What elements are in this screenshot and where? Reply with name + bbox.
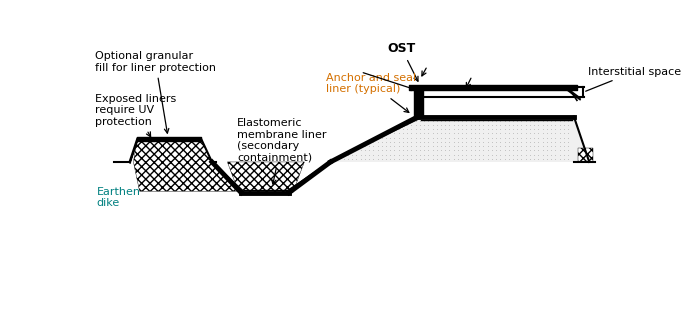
- Text: Elastomeric
membrane liner
(secondary
containment): Elastomeric membrane liner (secondary co…: [237, 118, 327, 184]
- Text: Interstitial space: Interstitial space: [586, 67, 681, 91]
- Text: Anchor and seal
liner (typical): Anchor and seal liner (typical): [326, 73, 416, 113]
- Text: Optional granular
fill for liner protection: Optional granular fill for liner protect…: [95, 51, 216, 133]
- Text: Earthen
dike: Earthen dike: [96, 187, 140, 208]
- Polygon shape: [227, 162, 304, 193]
- Polygon shape: [133, 139, 237, 191]
- Text: Exposed liners
require UV
protection: Exposed liners require UV protection: [95, 94, 176, 137]
- Text: OST: OST: [388, 42, 418, 81]
- Polygon shape: [578, 148, 593, 162]
- Polygon shape: [330, 117, 589, 162]
